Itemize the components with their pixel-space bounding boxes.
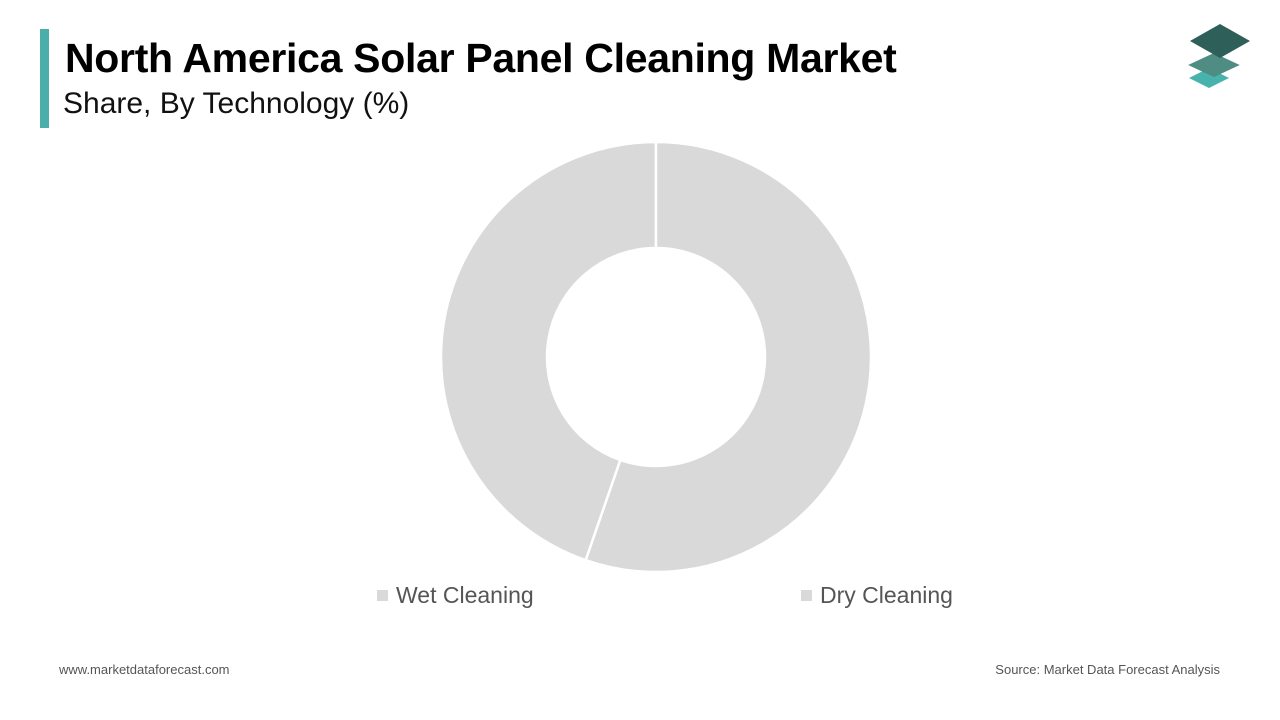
legend-item-wet-cleaning: Wet Cleaning [377,580,534,610]
footer-source: Source: Market Data Forecast Analysis [995,662,1220,677]
chart-title: North America Solar Panel Cleaning Marke… [65,35,897,81]
legend-swatch-dry-cleaning [801,589,812,601]
logo-layer-middle [1188,52,1240,78]
legend-item-dry-cleaning: Dry Cleaning [801,580,953,610]
donut-slice-dry-cleaning [584,140,873,574]
logo-layer-top [1190,24,1250,58]
stacked-layers-icon [1188,24,1250,88]
title-accent-bar [40,29,49,128]
footer-website: www.marketdataforecast.com [59,662,230,677]
legend-swatch-wet-cleaning [377,589,388,601]
legend-label-dry-cleaning: Dry Cleaning [820,582,953,608]
donut-slices [439,140,873,574]
legend-label-wet-cleaning: Wet Cleaning [396,582,534,608]
donut-slice-wet-cleaning [439,140,658,562]
chart-subtitle: Share, By Technology (%) [63,87,410,120]
